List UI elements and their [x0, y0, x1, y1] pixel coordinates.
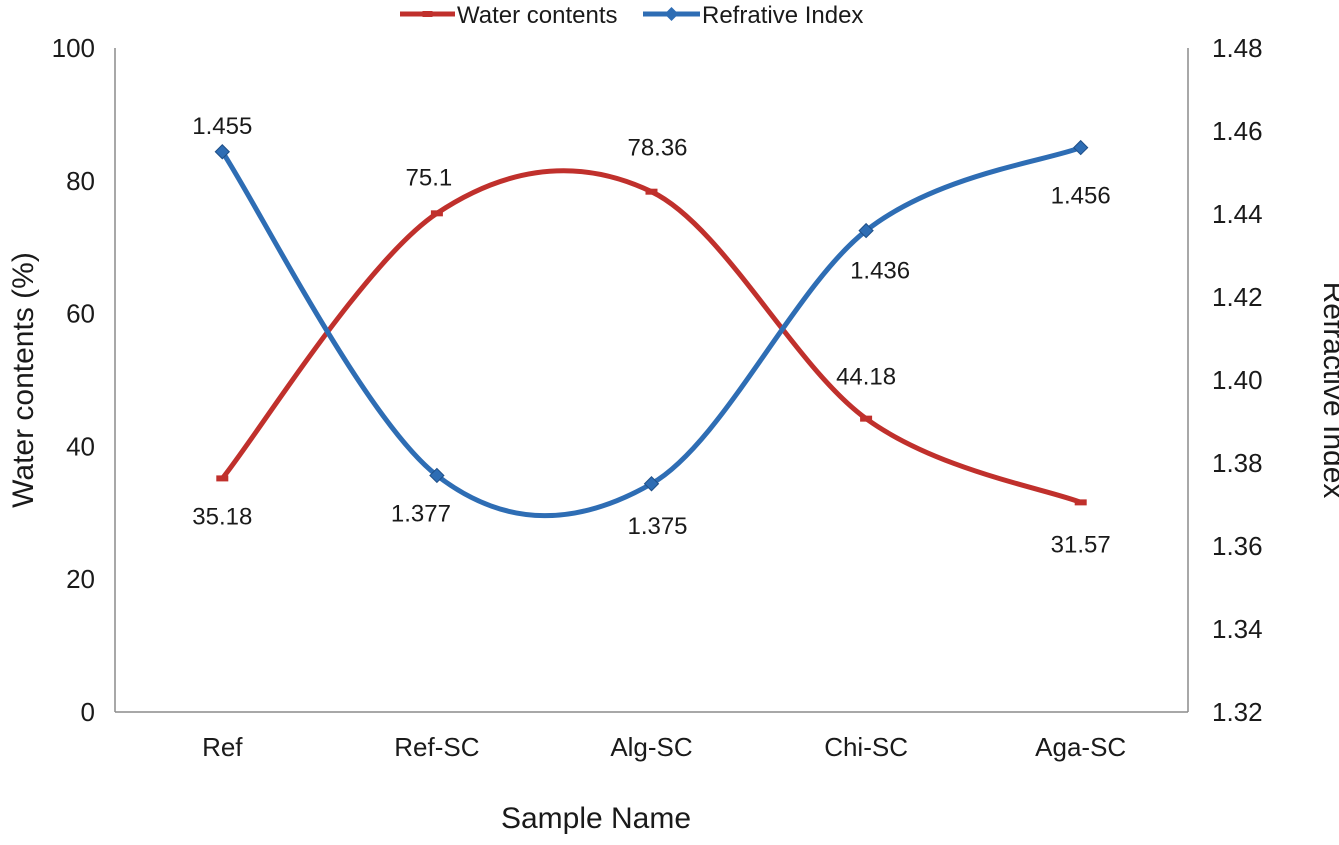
right-tick-label: 1.38 [1212, 448, 1263, 478]
right-tick-label: 1.36 [1212, 531, 1263, 561]
x-axis-ticks: Ref Ref-SC Alg-SC Chi-SC Aga-SC [202, 732, 1126, 762]
legend-label: Refrative Index [702, 2, 863, 29]
left-tick-label: 0 [81, 697, 95, 727]
data-label: 1.375 [627, 513, 687, 540]
left-tick-label: 60 [66, 299, 95, 329]
right-tick-label: 1.46 [1212, 116, 1263, 146]
data-point [858, 222, 874, 239]
x-tick-label: Ref [202, 732, 243, 762]
right-tick-label: 1.40 [1212, 365, 1263, 395]
x-tick-label: Alg-SC [610, 732, 692, 762]
series-layer [214, 139, 1089, 519]
data-label: 1.455 [192, 113, 252, 140]
series-line [219, 168, 1084, 505]
data-label: 31.57 [1051, 531, 1111, 558]
data-label: 1.377 [391, 500, 451, 527]
right-axis-title: Refractive Index [1317, 282, 1339, 499]
data-point [860, 415, 873, 422]
legend-marker [422, 11, 433, 17]
legend-item: Refrative Index [643, 2, 863, 29]
data-label: 1.456 [1051, 183, 1111, 210]
right-tick-label: 1.34 [1212, 614, 1263, 644]
legend-label: Water contents [457, 2, 618, 29]
right-tick-label: 1.44 [1212, 199, 1263, 229]
data-point [216, 475, 229, 482]
left-tick-label: 80 [66, 166, 95, 196]
legend: Water contents Refrative Index [400, 2, 863, 29]
data-labels: 35.18 75.1 78.36 44.18 31.57 1.455 1.377 1.375 1… [192, 113, 1110, 559]
x-axis-title: Sample Name [501, 802, 691, 835]
data-label: 1.436 [850, 258, 910, 285]
x-tick-label: Chi-SC [824, 732, 908, 762]
left-tick-label: 40 [66, 431, 95, 461]
right-tick-label: 1.32 [1212, 697, 1263, 727]
left-axis-ticks: 0 20 40 60 80 100 [52, 33, 95, 727]
data-label: 78.36 [627, 135, 687, 162]
left-tick-label: 20 [66, 564, 95, 594]
data-point [1074, 499, 1087, 506]
data-label: 75.1 [406, 164, 453, 191]
data-point [429, 467, 445, 484]
right-tick-label: 1.42 [1212, 282, 1263, 312]
x-tick-label: Aga-SC [1035, 732, 1126, 762]
series-refractive-index [214, 139, 1089, 519]
left-axis-title: Water contents (%) [7, 252, 40, 508]
data-point [643, 476, 660, 492]
data-point [645, 188, 658, 195]
left-tick-label: 100 [52, 33, 95, 63]
data-point [214, 144, 231, 160]
data-label: 44.18 [836, 364, 896, 391]
data-point [430, 210, 443, 217]
right-axis-ticks: 1.32 1.34 1.36 1.38 1.40 1.42 1.44 1.46 1.48 [1212, 33, 1263, 727]
axes [114, 48, 1189, 713]
series-water-contents [216, 168, 1087, 506]
legend-marker [664, 7, 679, 21]
data-label: 35.18 [192, 503, 252, 530]
right-tick-label: 1.48 [1212, 33, 1263, 63]
legend-item: Water contents [400, 2, 618, 29]
x-tick-label: Ref-SC [394, 732, 479, 762]
data-point [1072, 139, 1089, 156]
